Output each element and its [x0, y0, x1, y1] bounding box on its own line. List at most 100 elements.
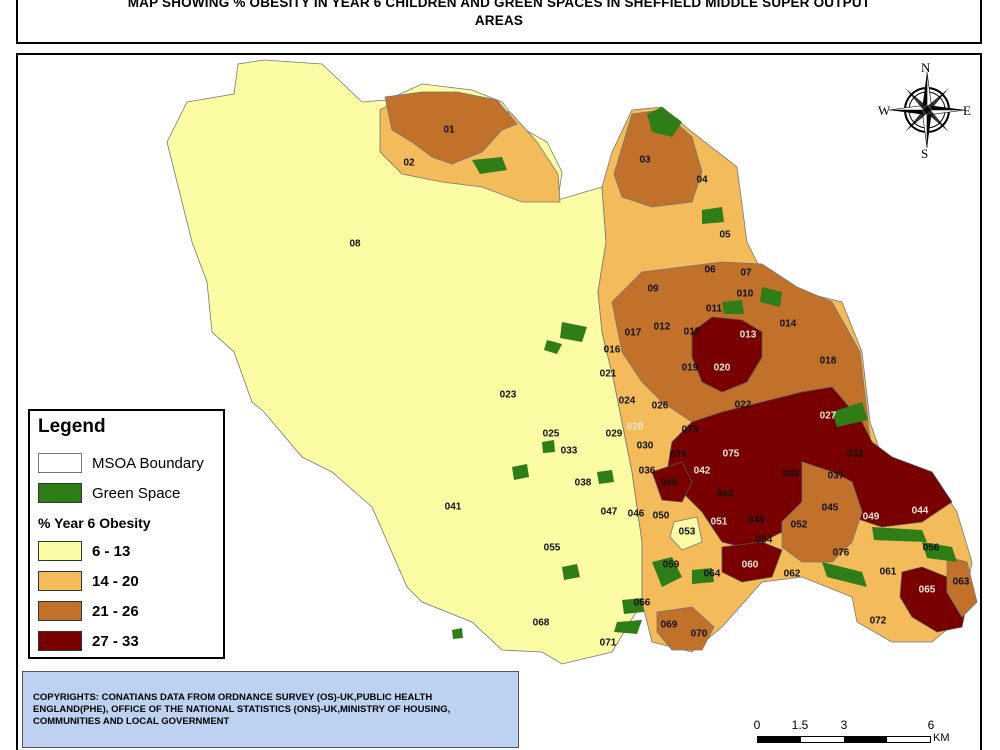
- msoa-label-059: 059: [662, 559, 680, 571]
- msoa-label-01: 01: [443, 124, 455, 136]
- msoa-label-013: 013: [739, 329, 757, 341]
- legend-boundary-label: MSOA Boundary: [92, 454, 204, 472]
- msoa-label-09: 09: [647, 283, 659, 295]
- msoa-label-015: 015: [683, 326, 701, 338]
- sheffield-msoa-map[interactable]: [18, 55, 982, 750]
- msoa-label-010: 010: [736, 288, 754, 300]
- scale-tick-0: 0: [753, 718, 761, 732]
- scale-tick-3: 6: [927, 718, 935, 732]
- msoa-label-062: 062: [783, 568, 801, 580]
- msoa-label-012: 012: [653, 321, 671, 333]
- compass-e: E: [963, 103, 971, 118]
- class-label-4: 27 - 33: [92, 632, 139, 650]
- class-swatch-4: [38, 631, 82, 651]
- msoa-label-061: 061: [879, 566, 897, 578]
- msoa-label-024: 024: [618, 395, 636, 407]
- msoa-label-065: 065: [918, 584, 936, 596]
- scale-tick-2: 3: [840, 718, 848, 732]
- msoa-label-068: 068: [532, 617, 550, 629]
- msoa-01: [384, 91, 518, 165]
- map-legend: Legend MSOA Boundary Green Space % Year …: [28, 409, 225, 659]
- msoa-label-075: 075: [722, 448, 740, 460]
- msoa-label-029: 029: [605, 428, 623, 440]
- msoa-label-06: 06: [704, 264, 716, 276]
- class-swatch-1: [38, 541, 82, 561]
- msoa-label-03: 03: [639, 154, 651, 166]
- msoa-069: [656, 606, 715, 651]
- msoa-label-052: 052: [790, 519, 808, 531]
- msoa-label-070: 070: [690, 628, 708, 640]
- compass-s: S: [921, 146, 929, 161]
- msoa-03: [613, 109, 703, 208]
- scale-bar-track: [757, 736, 931, 743]
- map-frame[interactable]: 01 02 03 04 05 06 07 08 09 010 011 012 013 014 015 016 0…: [16, 53, 982, 750]
- legend-green-label: Green Space: [92, 484, 181, 502]
- legend-row-obesity-title: % Year 6 Obesity: [38, 511, 151, 535]
- legend-row-boundary: MSOA Boundary: [38, 451, 204, 475]
- msoa-label-042: 042: [693, 465, 711, 477]
- msoa-region-brown-southeast: [781, 461, 863, 563]
- msoa-label-041: 041: [444, 501, 462, 513]
- msoa-label-011: 011: [705, 303, 723, 315]
- class-label-1: 6 - 13: [92, 542, 131, 560]
- compass-rose-icon: [888, 71, 966, 149]
- msoa-label-050: 050: [652, 510, 670, 522]
- scale-bar: 0 1.5 3 6 KM: [750, 718, 950, 750]
- msoa-label-063: 063: [952, 576, 970, 588]
- scale-tick-1: 1.5: [791, 718, 809, 732]
- msoa-label-028: 028: [626, 421, 644, 433]
- msoa-label-040: 040: [660, 477, 678, 489]
- legend-class-3: 21 - 26: [38, 599, 139, 623]
- msoa-053: [669, 516, 703, 551]
- msoa-label-033: 033: [560, 445, 578, 457]
- map-title-line2: AREAS: [474, 13, 524, 28]
- msoa-label-066: 066: [633, 597, 651, 609]
- green-space-swatch: [38, 483, 82, 503]
- msoa-label-027: 027: [819, 410, 837, 422]
- msoa-label-036: 036: [638, 465, 656, 477]
- msoa-label-025: 025: [542, 428, 560, 440]
- msoa-label-032: 032: [846, 448, 864, 460]
- scale-unit: KM: [933, 732, 950, 744]
- msoa-label-020: 020: [713, 362, 731, 374]
- msoa-label-07: 07: [740, 267, 752, 279]
- legend-class-1: 6 - 13: [38, 539, 130, 563]
- class-label-3: 21 - 26: [92, 602, 139, 620]
- msoa-label-064: 064: [703, 568, 721, 580]
- msoa-label-072: 072: [869, 615, 887, 627]
- class-swatch-3: [38, 601, 82, 621]
- msoa-042-area: [651, 461, 693, 503]
- msoa-label-045: 045: [821, 502, 839, 514]
- msoa-label-016: 016: [603, 344, 621, 356]
- boundary-swatch: [38, 453, 82, 473]
- map-title-box: MAP SHOWING % OBESITY IN YEAR 6 CHILDREN…: [16, 0, 982, 44]
- class-label-2: 14 - 20: [92, 572, 139, 590]
- msoa-label-04: 04: [696, 174, 708, 186]
- msoa-label-02: 02: [403, 157, 415, 169]
- msoa-label-046: 046: [627, 508, 645, 520]
- compass-n: N: [921, 60, 931, 75]
- msoa-label-047: 047: [600, 506, 618, 518]
- copyright-note: COPYRIGHTS: CONATIANS DATA FROM ORDNANCE…: [22, 671, 519, 748]
- msoa-label-030: 030: [636, 440, 654, 452]
- msoa-label-014: 014: [779, 318, 797, 330]
- legend-obesity-title: % Year 6 Obesity: [38, 515, 151, 531]
- msoa-label-060: 060: [741, 559, 759, 571]
- map-title: MAP SHOWING % OBESITY IN YEAR 6 CHILDREN…: [18, 0, 980, 30]
- map-title-line1: MAP SHOWING % OBESITY IN YEAR 6 CHILDREN…: [127, 0, 871, 10]
- msoa-label-017: 017: [624, 327, 642, 339]
- msoa-label-073: 073: [681, 424, 699, 436]
- msoa-label-08: 08: [349, 238, 361, 250]
- msoa-label-071: 071: [599, 637, 617, 649]
- msoa-label-038: 038: [574, 477, 592, 489]
- msoa-label-026: 026: [651, 400, 669, 412]
- msoa-label-021: 021: [599, 368, 617, 380]
- msoa-label-018: 018: [819, 355, 837, 367]
- compass-w: W: [878, 103, 891, 118]
- class-swatch-2: [38, 571, 82, 591]
- msoa-label-022: 022: [734, 399, 752, 411]
- msoa-063: [946, 556, 978, 618]
- msoa-label-076: 076: [832, 547, 850, 559]
- msoa-label-05: 05: [719, 229, 731, 241]
- legend-class-2: 14 - 20: [38, 569, 139, 593]
